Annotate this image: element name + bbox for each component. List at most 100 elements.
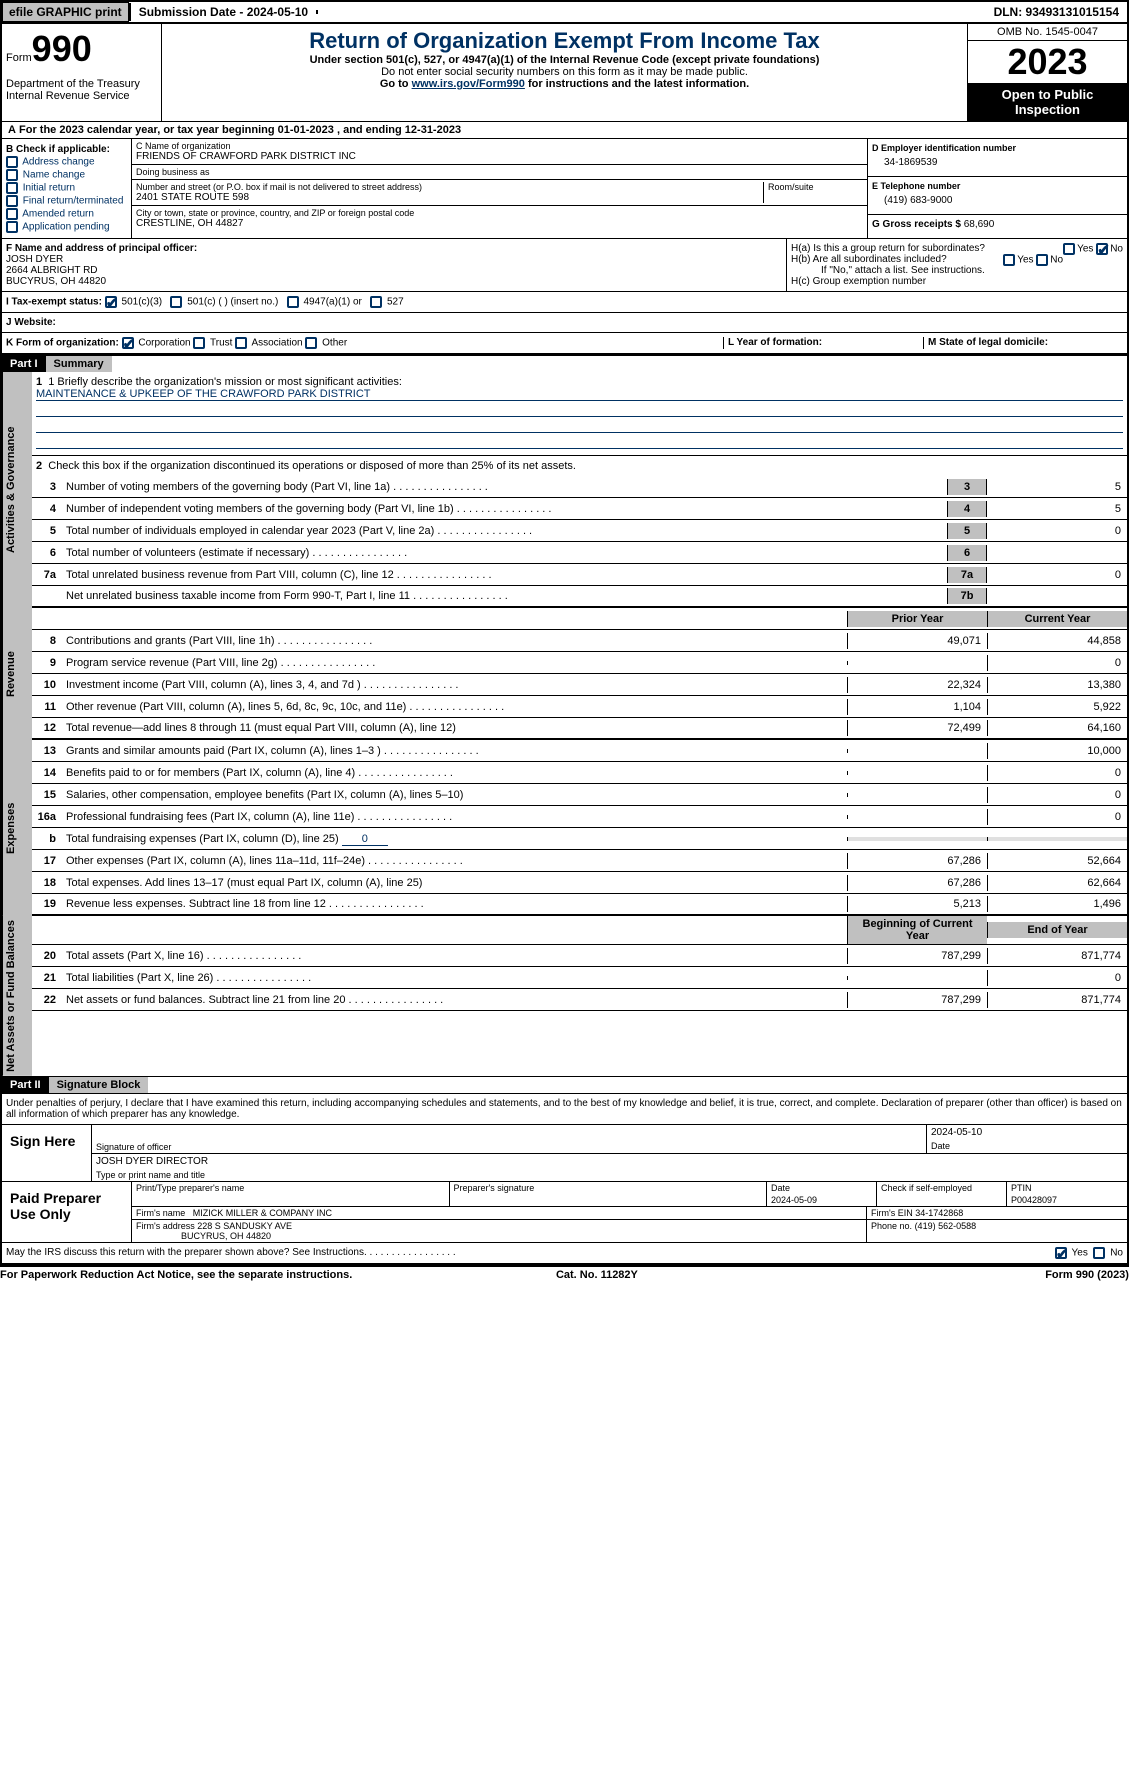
part1-header: Part I — [2, 356, 46, 372]
net-assets-section: Net Assets or Fund Balances Beginning of… — [0, 916, 1129, 1076]
hb-no-checkbox[interactable] — [1036, 254, 1048, 266]
paid-preparer-label: Paid Preparer Use Only — [2, 1182, 132, 1242]
no-label: No — [1110, 244, 1123, 255]
assoc-checkbox[interactable] — [235, 337, 247, 349]
line9-text: Program service revenue (Part VIII, line… — [62, 655, 847, 671]
corp-checkbox[interactable] — [122, 337, 134, 349]
other-checkbox[interactable] — [305, 337, 317, 349]
period-label: For the 2023 calendar year, or tax year … — [19, 124, 278, 136]
line2-text: Check this box if the organization disco… — [48, 460, 576, 472]
box-b-title: B Check if applicable: — [6, 144, 127, 155]
section-b-grid: B Check if applicable: Address change Na… — [0, 139, 1129, 238]
527-label: 527 — [387, 297, 404, 308]
firm-phone: (419) 562-0588 — [915, 1221, 977, 1231]
line18-prior: 67,286 — [847, 875, 987, 891]
line7a-text: Total unrelated business revenue from Pa… — [62, 567, 947, 583]
initial-return-checkbox[interactable] — [6, 182, 18, 194]
prep-name-label: Print/Type preparer's name — [132, 1182, 450, 1206]
mission-value: MAINTENANCE & UPKEEP OF THE CRAWFORD PAR… — [36, 388, 1123, 401]
line4-text: Number of independent voting members of … — [62, 501, 947, 517]
501c-label: 501(c) ( ) (insert no.) — [187, 297, 278, 308]
revenue-section: Revenue Prior YearCurrent Year 8Contribu… — [0, 608, 1129, 740]
part2-header: Part II — [2, 1077, 49, 1093]
website-label: J Website: — [6, 317, 56, 328]
mission-line — [36, 403, 1123, 417]
line16a-current: 0 — [987, 809, 1127, 825]
efile-print-button[interactable]: efile GRAPHIC print — [2, 2, 129, 22]
line8-current: 44,858 — [987, 633, 1127, 649]
501c-checkbox[interactable] — [170, 296, 182, 308]
line20-end: 871,774 — [987, 948, 1127, 964]
exp-tab: Expenses — [2, 740, 32, 916]
discuss-yes-checkbox[interactable] — [1055, 1247, 1067, 1259]
ein-label: D Employer identification number — [872, 143, 1123, 153]
yes-label: Yes — [1077, 244, 1093, 255]
line6-text: Total number of volunteers (estimate if … — [62, 545, 947, 561]
line17-prior: 67,286 — [847, 853, 987, 869]
box-d-e-g: D Employer identification number34-18695… — [867, 139, 1127, 238]
amended-return-checkbox[interactable] — [6, 208, 18, 220]
ha-no-checkbox[interactable] — [1096, 243, 1108, 255]
yes-label-2: Yes — [1017, 255, 1033, 266]
officer-row: F Name and address of principal officer:… — [0, 238, 1129, 292]
irs-label: Internal Revenue Service — [6, 90, 157, 102]
line22-end: 871,774 — [987, 992, 1127, 1008]
omb-number: OMB No. 1545-0047 — [968, 24, 1127, 41]
sig-date: 2024-05-10 — [927, 1125, 1127, 1140]
ein-value: 34-1869539 — [872, 153, 1123, 172]
line21-end: 0 — [987, 970, 1127, 986]
box-b: B Check if applicable: Address change Na… — [2, 139, 132, 238]
line11-current: 5,922 — [987, 699, 1127, 715]
gov-tab: Activities & Governance — [2, 372, 32, 608]
type-name-label: Type or print name and title — [92, 1169, 1127, 1181]
line16b-text: Total fundraising expenses (Part IX, col… — [66, 833, 342, 845]
trust-label: Trust — [210, 338, 232, 349]
name-change-checkbox[interactable] — [6, 169, 18, 181]
527-checkbox[interactable] — [370, 296, 382, 308]
officer-name-title: JOSH DYER DIRECTOR — [92, 1154, 1127, 1169]
line4-val: 5 — [987, 501, 1127, 517]
final-return-checkbox[interactable] — [6, 195, 18, 207]
line12-prior: 72,499 — [847, 720, 987, 736]
tax-status-label: I Tax-exempt status: — [6, 297, 102, 308]
discuss-no-checkbox[interactable] — [1093, 1247, 1105, 1259]
line10-prior: 22,324 — [847, 677, 987, 693]
phone-label: E Telephone number — [872, 181, 1123, 191]
4947-checkbox[interactable] — [287, 296, 299, 308]
trust-checkbox[interactable] — [193, 337, 205, 349]
prep-sig-label: Preparer's signature — [450, 1182, 768, 1206]
net-tab: Net Assets or Fund Balances — [2, 916, 32, 1076]
submission-date: Submission Date - 2024-05-10 — [129, 3, 316, 21]
line11-prior: 1,104 — [847, 699, 987, 715]
ptin-label: PTIN — [1007, 1182, 1127, 1194]
application-pending-checkbox[interactable] — [6, 221, 18, 233]
ha-yes-checkbox[interactable] — [1063, 243, 1075, 255]
line14-prior — [847, 771, 987, 775]
discuss-yes-label: Yes — [1072, 1247, 1088, 1258]
hb-yes-checkbox[interactable] — [1003, 254, 1015, 266]
addr-value: 2401 STATE ROUTE 598 — [136, 192, 763, 203]
part1-title: Summary — [46, 356, 112, 372]
501c3-checkbox[interactable] — [105, 296, 117, 308]
firm-ein: 34-1742868 — [915, 1208, 963, 1218]
initial-return-label: Initial return — [23, 183, 75, 194]
topbar: efile GRAPHIC print Submission Date - 20… — [0, 0, 1129, 24]
4947-label: 4947(a)(1) or — [303, 297, 361, 308]
line19-current: 1,496 — [987, 896, 1127, 912]
irs-link[interactable]: www.irs.gov/Form990 — [412, 78, 525, 90]
line12-current: 64,160 — [987, 720, 1127, 736]
prep-date: 2024-05-09 — [767, 1194, 876, 1206]
room-label: Room/suite — [768, 182, 863, 192]
line14-text: Benefits paid to or for members (Part IX… — [62, 765, 847, 781]
line8-text: Contributions and grants (Part VIII, lin… — [62, 633, 847, 649]
corp-label: Corporation — [138, 338, 190, 349]
line16b-prior-shade — [847, 837, 987, 841]
goto-suffix: for instructions and the latest informat… — [525, 78, 749, 90]
address-change-checkbox[interactable] — [6, 156, 18, 168]
footer-left: For Paperwork Reduction Act Notice, see … — [0, 1269, 352, 1281]
amended-return-label: Amended return — [22, 209, 94, 220]
dba-label: Doing business as — [136, 167, 863, 177]
k-org-row: K Form of organization: Corporation Trus… — [0, 333, 1129, 354]
footer-mid: Cat. No. 11282Y — [556, 1269, 638, 1281]
phone-value: (419) 683-9000 — [872, 191, 1123, 210]
